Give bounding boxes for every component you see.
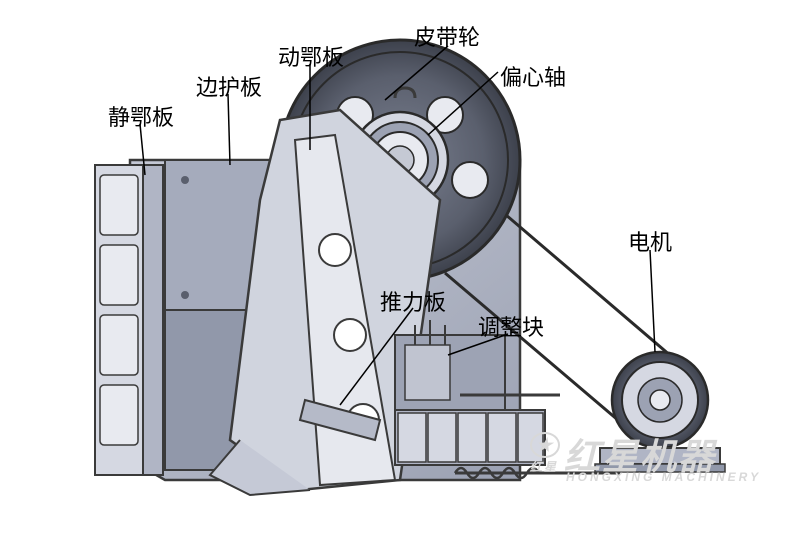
watermark-logo: ★ (530, 432, 560, 458)
watermark-sub: HONGXING MACHINERY (566, 470, 761, 484)
label-fixed-jaw: 静鄂板 (108, 100, 174, 132)
label-adjust-block: 调整块 (478, 310, 544, 342)
jaw-crusher-diagram: 皮带轮 偏心轴 动鄂板 边护板 静鄂板 电机 推力板 调整块 ★ 红星 红星机器… (0, 0, 800, 535)
label-side-guard: 边护板 (196, 70, 262, 102)
label-moving-jaw: 动鄂板 (278, 40, 344, 72)
watermark-logo-text: 红星 (530, 458, 558, 475)
label-motor: 电机 (628, 225, 672, 257)
label-belt-pulley: 皮带轮 (414, 20, 480, 52)
label-thrust-plate: 推力板 (380, 285, 446, 317)
label-eccentric-shaft: 偏心轴 (500, 60, 566, 92)
fixed-jaw-assembly (95, 165, 163, 475)
